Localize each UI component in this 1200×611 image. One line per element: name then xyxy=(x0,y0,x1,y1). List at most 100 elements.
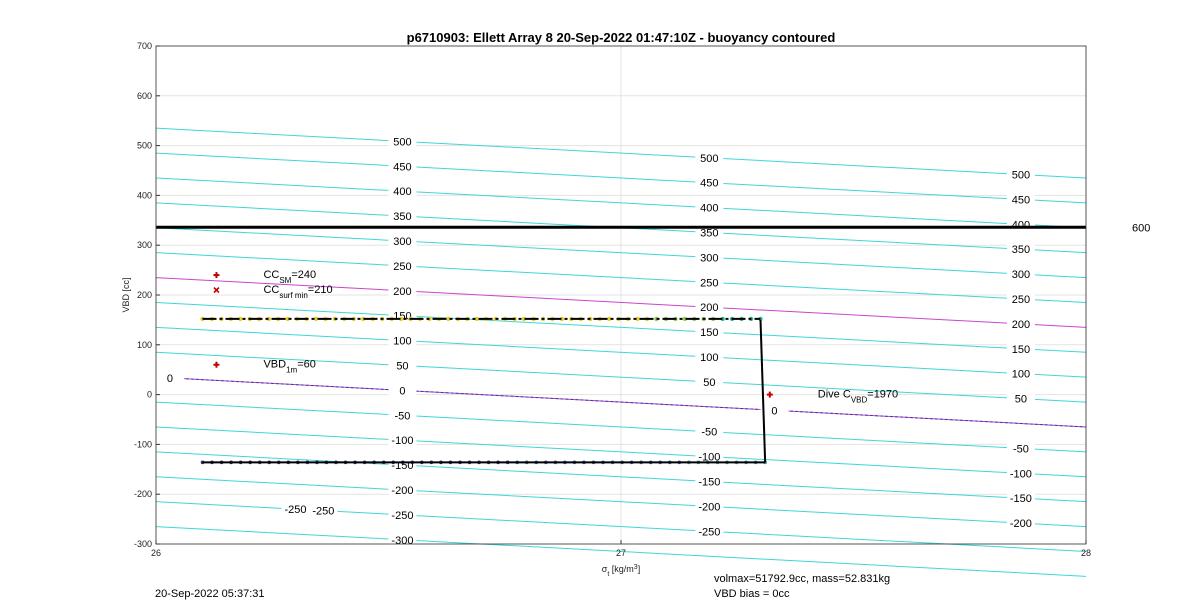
upper-series-point xyxy=(266,316,271,322)
contour-label: 300 xyxy=(1012,269,1030,281)
contour-label: 350 xyxy=(1012,244,1030,256)
contour-line-magenta xyxy=(155,277,1087,328)
contour-labels: 500450400350300250200150100500-50-100-15… xyxy=(155,135,1035,547)
contour-label: -150 xyxy=(698,477,720,489)
contour-label: -150 xyxy=(1010,493,1032,505)
contour-label: 400 xyxy=(1012,219,1030,231)
contour-label-bg xyxy=(695,500,724,512)
marker-annotation: CCSM=240 xyxy=(263,269,316,285)
contour-label: -50 xyxy=(1013,443,1029,455)
contour-label: 150 xyxy=(393,311,411,323)
contour-label-bg xyxy=(1006,442,1035,454)
contour-line-cyan xyxy=(155,326,1087,378)
x-tick-label: 26 xyxy=(151,548,161,558)
contour-label-bg xyxy=(695,201,724,213)
contour-label-bg xyxy=(695,351,724,363)
contour-label-bg xyxy=(388,309,417,321)
contour-label-bg xyxy=(1006,467,1035,479)
marker-annotation: Dive CVBD=1970 xyxy=(818,389,898,405)
contour-label: -250 xyxy=(698,526,720,538)
vertical-series-line xyxy=(759,319,767,463)
contour-label: 200 xyxy=(1012,319,1030,331)
contour-label-bg xyxy=(388,508,417,520)
upper-series-point xyxy=(635,316,640,322)
contour-label: 350 xyxy=(393,211,411,223)
contour-label-bg xyxy=(388,185,417,197)
contour-line-cyan xyxy=(155,476,1087,528)
contour-label-bg xyxy=(309,504,338,516)
contour-label-bg xyxy=(695,525,724,537)
contour-label-bg xyxy=(281,503,310,515)
y-tick-label: 500 xyxy=(137,141,152,151)
contour-line-cyan xyxy=(155,252,1087,303)
contour-label-bg xyxy=(388,533,417,545)
contour-label: -50 xyxy=(701,427,717,439)
y-tick-label: 200 xyxy=(137,290,152,300)
contour-label: 450 xyxy=(700,178,718,190)
contour-label: -250 xyxy=(391,510,413,522)
y-tick-label: 300 xyxy=(137,240,152,250)
contour-label-bg xyxy=(1006,193,1035,205)
upper-series-point xyxy=(606,316,612,322)
contour-line-cyan xyxy=(155,451,1087,503)
contour-label-bg xyxy=(388,259,417,271)
contour-label: 500 xyxy=(393,136,411,148)
upper-series-point xyxy=(398,316,404,322)
contour-label: 50 xyxy=(1015,394,1027,406)
upper-series-point xyxy=(238,316,243,322)
contour-label-bg xyxy=(695,375,724,387)
contour-label: -250 xyxy=(312,506,334,518)
contour-label-bg xyxy=(388,284,417,296)
contour-line-cyan xyxy=(155,301,1087,353)
marker-x-b xyxy=(213,286,220,294)
contour-label-bg xyxy=(1006,292,1035,304)
contour-label-bg xyxy=(695,151,724,163)
contour-label: 50 xyxy=(703,377,715,389)
upper-series-point xyxy=(654,316,659,322)
y-tick-label: 0 xyxy=(147,390,152,400)
contour-label-bg xyxy=(695,326,724,338)
contour-label: 400 xyxy=(393,186,411,198)
contour-line-cyan xyxy=(155,152,1087,204)
contour-label: 450 xyxy=(393,161,411,173)
y-tick-label: 400 xyxy=(137,190,152,200)
contour-label: -50 xyxy=(394,410,410,422)
contour-line-cyan xyxy=(155,227,1087,279)
contour-label: 300 xyxy=(393,236,411,248)
contour-label-bg xyxy=(1006,243,1035,255)
contour-label-bg xyxy=(695,301,724,313)
footer-timestamp: 20-Sep-2022 05:37:31 xyxy=(155,588,265,600)
contour-label-bg xyxy=(1006,317,1035,329)
contour-label: 100 xyxy=(393,336,411,348)
contour-label: 250 xyxy=(1012,294,1030,306)
contour-label: 150 xyxy=(1012,344,1030,356)
contour-label: -100 xyxy=(1010,468,1032,480)
contour-label: -300 xyxy=(391,535,413,547)
contour-label: 400 xyxy=(700,203,718,215)
footer-volmax: volmax=51792.9cc, mass=52.831kg xyxy=(714,573,891,585)
upper-series-point xyxy=(285,316,290,322)
contour-label: 0 xyxy=(399,385,405,397)
contour-label-bg xyxy=(388,210,417,222)
contour-label-bg xyxy=(695,450,724,462)
y-tick-label: -300 xyxy=(134,539,152,549)
contour-label: -200 xyxy=(698,501,720,513)
contour-label: 0 xyxy=(771,405,777,417)
contour-label-bg xyxy=(1006,492,1035,504)
upper-series-point xyxy=(682,316,688,322)
marker-annotation: VBD1m=60 xyxy=(263,359,315,375)
contour-label: 500 xyxy=(700,153,718,165)
upper-series-point xyxy=(521,316,527,322)
contour-label-bg xyxy=(388,334,417,346)
marker-annotation: CCsurf min=210 xyxy=(263,284,332,300)
contour-label: 450 xyxy=(1012,194,1030,206)
x-tick-label: 27 xyxy=(616,548,626,558)
contour-line-cyan xyxy=(155,351,1087,403)
contour-label-bg xyxy=(695,276,724,288)
upper-series-point xyxy=(559,316,565,322)
contour-label-bg xyxy=(388,135,417,147)
contour-label: 300 xyxy=(700,252,718,264)
upper-series-point xyxy=(313,316,319,322)
contour-label-bg xyxy=(1006,268,1035,280)
